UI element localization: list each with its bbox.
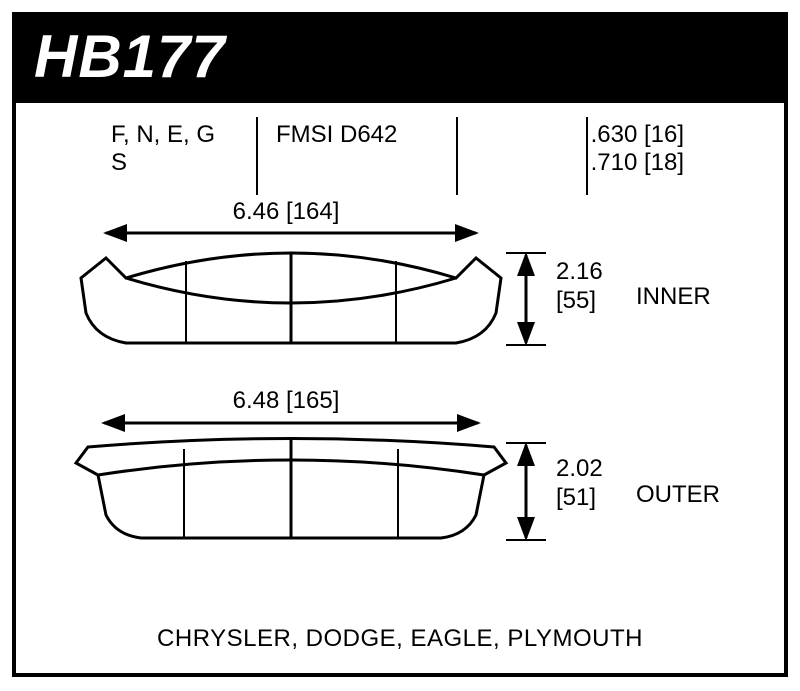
compounds-line1: F, N, E, G [111,121,241,149]
thickness-column: .630 [16] .710 [18] [554,121,684,177]
outer-height-line2: [51] [556,484,603,513]
inner-height-arrow [506,243,546,373]
part-number-title: HB177 [16,16,784,103]
outer-tag: OUTER [636,481,720,509]
diagram-area: 6.46 [164] 2 [16,203,784,623]
header-row: F, N, E, G S FMSI D642 .630 [16] .710 [1… [16,103,784,203]
inner-height-line1: 2.16 [556,258,603,287]
inner-height-dim: 2.16 [55] [556,258,603,316]
inner-width-arrow [76,223,506,243]
outer-width-dim: 6.48 [165] [186,387,386,415]
compounds-line2: S [111,149,241,177]
compounds-column: F, N, E, G S [111,121,241,177]
fmsi-column: FMSI D642 [276,121,436,149]
thickness-1: .630 [16] [554,121,684,149]
outer-height-dim: 2.02 [51] [556,455,603,513]
outer-pad-outline [66,435,516,565]
outer-height-arrow [506,435,546,565]
inner-pad-outline [66,243,516,373]
outer-width-arrow [76,413,506,433]
thickness-2: .710 [18] [554,149,684,177]
inner-width-dim: 6.46 [164] [186,198,386,226]
outer-height-line1: 2.02 [556,455,603,484]
vehicle-makes-footer: CHRYSLER, DODGE, EAGLE, PLYMOUTH [16,625,784,653]
header-divider [256,117,258,195]
inner-tag: INNER [636,283,711,311]
inner-height-line2: [55] [556,287,603,316]
header-divider [456,117,458,195]
